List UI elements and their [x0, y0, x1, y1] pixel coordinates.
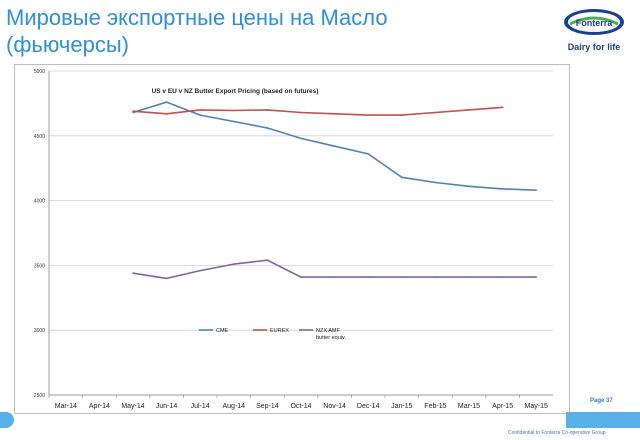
data-point	[535, 189, 537, 192]
slide-title-line2: (фьючерсы)	[6, 32, 129, 57]
x-tick-label: Mar-15	[458, 403, 480, 410]
data-point	[501, 276, 504, 278]
logo-tagline: Dairy for life	[567, 42, 621, 52]
data-point	[501, 106, 504, 109]
data-point	[165, 277, 168, 280]
legend-item: EUREX	[253, 328, 289, 334]
data-point	[300, 111, 302, 114]
y-tick-label: 4000	[34, 199, 45, 205]
data-point	[199, 114, 201, 116]
y-tick-label: 3500	[34, 263, 45, 269]
logo-brand-text: Fonterra	[576, 18, 614, 28]
data-point	[199, 109, 201, 111]
x-tick-label: Mar-14	[55, 403, 77, 410]
data-point	[333, 276, 336, 278]
x-tick-label: Sep-14	[256, 403, 279, 410]
data-point	[333, 112, 336, 115]
left-accent-tab	[0, 412, 14, 428]
y-tick-label: 2500	[34, 393, 45, 399]
data-point	[468, 109, 470, 111]
data-point	[367, 153, 370, 155]
data-point	[367, 114, 370, 116]
data-point	[165, 101, 168, 103]
data-point	[434, 111, 437, 114]
data-point	[266, 259, 269, 262]
series-line-nzx	[132, 259, 537, 280]
data-point	[535, 276, 537, 278]
slide-title-line1: Мировые экспортные цены на Масло	[6, 5, 388, 30]
fonterra-logo: Fonterra Dairy for life	[552, 8, 636, 56]
x-tick-label: Jun-14	[156, 403, 178, 410]
data-point	[468, 276, 470, 278]
data-point	[266, 109, 269, 111]
data-point	[401, 176, 403, 179]
data-point	[233, 263, 235, 265]
y-tick-label: 5000	[34, 69, 45, 75]
legend-label: NZX AMF butter equiv.	[316, 328, 346, 341]
data-point	[401, 276, 403, 278]
footer-accent-bar	[566, 412, 640, 428]
x-tick-label: Apr-15	[492, 403, 513, 410]
data-point	[434, 276, 437, 278]
data-point	[401, 114, 403, 116]
data-point	[333, 145, 336, 147]
butter-price-chart: US v EU v NZ Butter Export Pricing (base…	[34, 69, 553, 410]
x-tick-label: Aug-14	[223, 403, 246, 410]
x-tick-label: Jan-15	[391, 403, 413, 410]
chart-title: US v EU v NZ Butter Export Pricing (base…	[152, 88, 319, 95]
data-point	[233, 120, 235, 123]
chart-frame: US v EU v NZ Butter Export Pricing (base…	[14, 64, 570, 414]
data-point	[300, 276, 302, 278]
data-point	[199, 269, 201, 272]
x-tick-label: Apr-14	[89, 403, 110, 410]
x-tick-label: Jul-14	[191, 403, 210, 410]
data-point	[165, 112, 168, 115]
x-tick-label: Dec-14	[357, 403, 380, 410]
data-point	[434, 181, 437, 184]
data-point	[132, 110, 134, 112]
x-tick-label: May-15	[525, 403, 548, 410]
data-point	[132, 111, 134, 114]
series-line-eurex	[132, 106, 503, 116]
legend-label: CME	[216, 328, 229, 334]
legend-label-line1: NZX AMF	[316, 328, 340, 334]
data-point	[233, 109, 235, 112]
legend-label-line2: butter equiv.	[316, 335, 346, 341]
fonterra-logo-mark: Fonterra	[564, 9, 624, 35]
data-point	[367, 276, 370, 278]
y-tick-label: 3000	[34, 328, 45, 334]
y-tick-label: 4500	[34, 134, 45, 140]
data-point	[468, 185, 470, 188]
data-point	[132, 272, 134, 274]
data-point	[501, 188, 504, 190]
legend-label: EUREX	[270, 328, 289, 334]
x-tick-label: May-14	[121, 403, 144, 410]
data-point	[300, 137, 302, 140]
legend-item: CME	[199, 328, 229, 334]
x-tick-label: Nov-14	[323, 403, 346, 410]
slide-title: Мировые экспортные цены на Масло (фьючер…	[6, 4, 486, 58]
footer-confidential: Confidential to Fonterra Co-operative Gr…	[508, 430, 606, 436]
x-tick-label: Oct-14	[290, 403, 311, 410]
x-tick-label: Feb-15	[424, 403, 446, 410]
page-number: Page 37	[590, 398, 613, 404]
legend-item: NZX AMF butter equiv.	[299, 328, 346, 341]
data-point	[266, 127, 269, 129]
